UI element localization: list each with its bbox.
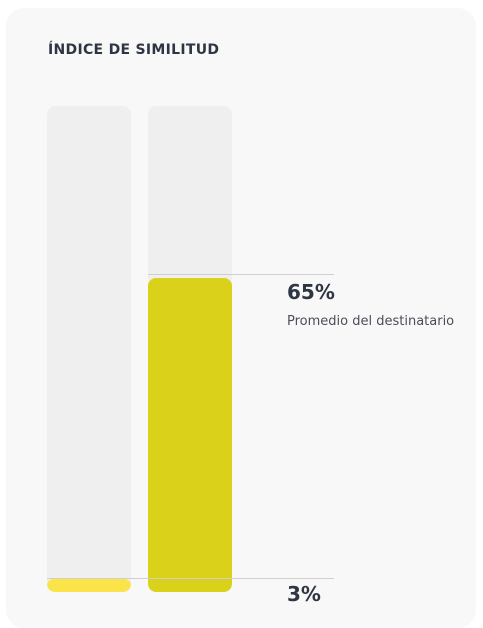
card-title: ÍNDICE DE SIMILITUD xyxy=(48,42,220,58)
bar-track-average xyxy=(148,106,232,592)
own-value-label: 3% xyxy=(287,582,321,606)
average-value-label: 65% xyxy=(287,280,335,304)
bar-track-own xyxy=(47,106,131,592)
own-marker-line xyxy=(47,578,334,579)
bar-fill-own xyxy=(47,579,131,592)
average-marker-line xyxy=(148,274,334,275)
bar-fill-average xyxy=(148,278,232,592)
average-caption: Promedio del destinatario xyxy=(287,314,455,329)
